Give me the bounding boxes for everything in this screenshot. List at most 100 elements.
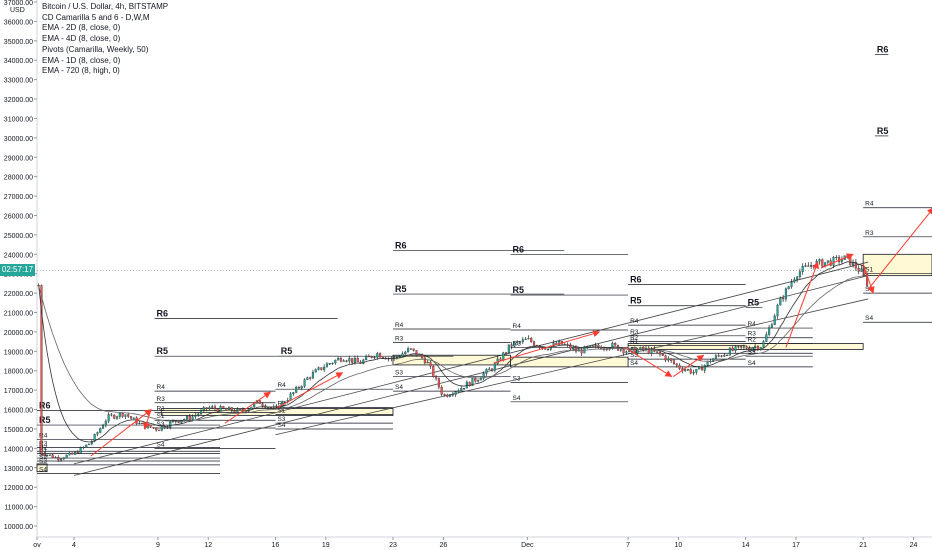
pivot-zone [392,354,511,366]
pivot-label: R3 [630,329,639,336]
candle-body [510,344,513,347]
trend-line [73,261,869,465]
candle-body [692,372,695,374]
pivot-label: R6 [513,244,525,254]
y-tick-label: 15000.00 [4,427,33,434]
y-tick-label: 12000.00 [4,485,33,492]
candle-body [488,368,491,370]
y-tick-label: 30000.00 [4,136,33,143]
trend-arrow [276,372,344,409]
candle-body [169,421,172,428]
indicator-ema-1d[interactable]: EMA - 1D (8, close, 0) [42,55,121,65]
candle-body [362,359,365,364]
trend-line [275,298,869,436]
indicator-camarilla[interactable]: CD Camarilla 5 and 6 - D,W,M [42,12,150,22]
candle-body [292,392,295,395]
candle-body [807,265,810,267]
candle-body [418,354,421,356]
candle-body [832,257,835,266]
x-tick-label: 17 [792,542,800,549]
candle-body [812,265,815,268]
candle-body [79,447,82,454]
candle-body [407,348,410,353]
candle-body [650,348,653,354]
candle-body [437,378,440,388]
candle-body [289,393,292,401]
pivot-label: S1 [157,413,165,420]
pivot-label: S3 [748,349,756,356]
candle-body [152,427,155,429]
candle-body [107,414,110,422]
candle-body [303,379,306,387]
pivot-zone [627,343,864,350]
candle-body [460,388,463,391]
candle-body [415,350,418,356]
candle-body [714,355,717,359]
pivot-label: R5 [281,346,293,356]
pivot-label: R4 [39,432,48,439]
indicator-ema-2d[interactable]: EMA - 2D (8, close, 0) [42,23,121,33]
y-tick-label: 31000.00 [4,116,33,123]
candle-body [295,387,298,393]
candle-body [633,347,636,354]
candle-body [477,379,480,382]
candle-body [132,417,135,419]
x-tick-label: 26 [439,542,447,549]
candle-body [720,355,723,357]
candle-body [306,377,309,380]
indicator-ema-4d[interactable]: EMA - 4D (8, close, 0) [42,34,121,44]
indicator-ema-720[interactable]: EMA - 720 (8, high, 0) [42,66,120,76]
candle-body [530,338,533,342]
candle-body [684,369,687,371]
candle-body [810,265,813,267]
candle-body [365,356,368,361]
candle-body [731,347,734,351]
candle-body [325,363,328,368]
candle-body [580,349,583,354]
candle-body [104,420,107,426]
candle-body [244,411,247,413]
candle-body [558,341,561,345]
candle-body [454,391,457,395]
candle-body [776,305,779,317]
trend-line [73,275,869,476]
candle-body [790,281,793,287]
pivot-label: R5 [157,346,169,356]
candle-body [197,413,200,416]
pivot-label: R5 [748,298,760,308]
candle-body [230,407,233,412]
pivot-label: R5 [39,415,51,425]
candle-body [331,362,334,364]
candle-body [202,407,205,411]
y-tick-label: 33000.00 [4,78,33,85]
candle-body [40,285,43,455]
y-tick-label: 16000.00 [4,408,33,415]
candle-body [379,353,382,358]
candle-body [457,390,460,392]
candle-body [180,420,183,423]
candle-body [68,452,71,456]
symbol-title[interactable]: Bitcoin / U.S. Dollar, 4h, BITSTAMP [42,2,169,11]
candle-body [348,358,351,362]
candle-body [395,356,398,359]
pivot-label: R1 [39,447,48,454]
candle-body [88,443,91,446]
candle-body [507,344,510,354]
y-tick-label: 14000.00 [4,446,33,453]
pivot-label: R6 [39,401,51,411]
candle-body [155,427,158,431]
candle-body [639,346,642,350]
candle-body [798,271,801,278]
candle-body [311,372,314,379]
candle-body [222,406,225,409]
y-tick-label: 19000.00 [4,349,33,356]
pivot-label: R1 [630,339,639,346]
x-tick-label: 24 [910,542,918,549]
candle-body [801,266,804,272]
candle-body [521,339,524,342]
indicator-pivots[interactable]: Pivots (Camarilla, Weekly, 50) [42,44,149,54]
pivot-label: R1 [157,405,166,412]
pivot-label: R6 [877,44,889,54]
pivot-label: R5 [513,285,525,295]
